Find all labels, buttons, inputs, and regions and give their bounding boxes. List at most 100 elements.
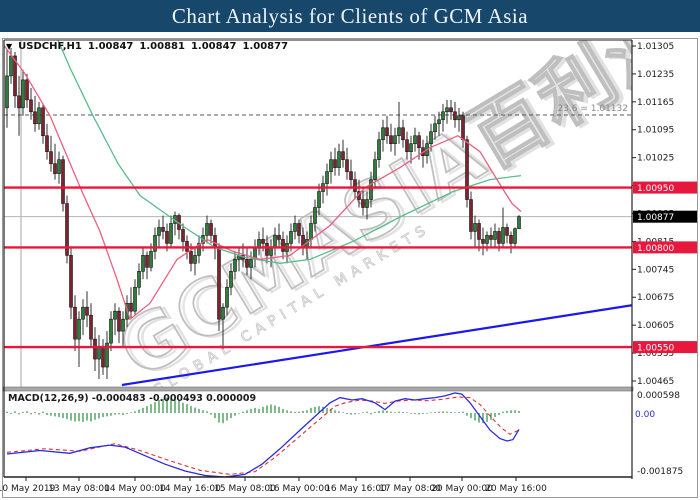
candle-bullish[interactable] [273,235,277,248]
candle-bearish[interactable] [449,107,453,113]
candle-bearish[interactable] [261,239,265,244]
candle-bullish[interactable] [193,255,197,264]
candle-bullish[interactable] [381,127,385,141]
candle-bearish[interactable] [281,239,285,252]
candle-bearish[interactable] [65,203,69,256]
candle-bearish[interactable] [333,159,337,168]
candle-bullish[interactable] [81,306,85,320]
candle-bullish[interactable] [233,259,237,272]
candle-bullish[interactable] [513,228,517,244]
macd-pane-background[interactable] [4,391,632,477]
candle-bullish[interactable] [429,131,433,145]
candle-bearish[interactable] [53,163,57,174]
candle-bullish[interactable] [137,271,141,288]
candle-bullish[interactable] [105,342,109,368]
candle-bullish[interactable] [313,207,317,224]
candle-bullish[interactable] [225,286,229,308]
candle-bearish[interactable] [489,235,493,240]
candle-bullish[interactable] [441,111,445,121]
candle-bullish[interactable] [37,107,41,125]
candle-bearish[interactable] [145,255,149,268]
candle-bullish[interactable] [329,159,333,172]
candle-bearish[interactable] [69,255,73,308]
candle-bullish[interactable] [393,135,397,145]
candle-bearish[interactable] [181,229,185,242]
candle-bullish[interactable] [57,159,61,174]
candle-bullish[interactable] [369,179,373,200]
candle-bearish[interactable] [213,235,217,248]
candle-bullish[interactable] [21,79,25,109]
candle-bearish[interactable] [465,139,469,200]
candle-bearish[interactable] [477,223,481,240]
macd-pane[interactable]: MACD(12,26,9) -0.000483 -0.000493 0.0000… [6,392,520,477]
candle-bullish[interactable] [293,223,297,232]
candle-bullish[interactable] [97,346,101,360]
candle-bullish[interactable] [397,127,401,137]
candle-bullish[interactable] [221,306,225,320]
candle-bearish[interactable] [401,127,405,141]
candle-bearish[interactable] [469,199,473,232]
candle-bearish[interactable] [461,115,465,141]
candle-bullish[interactable] [121,318,125,332]
candle-bullish[interactable] [153,235,157,252]
candle-bullish[interactable] [437,119,441,125]
candle-bearish[interactable] [45,135,49,152]
candle-bullish[interactable] [5,75,9,109]
candle-bearish[interactable] [165,231,169,244]
candle-bullish[interactable] [169,223,173,244]
candle-bearish[interactable] [13,55,17,97]
chevron-down-icon[interactable]: ▼ [6,42,13,51]
candle-bearish[interactable] [117,310,121,332]
candle-bearish[interactable] [265,243,269,256]
candle-bearish[interactable] [405,139,409,152]
candle-bullish[interactable] [77,318,81,340]
candle-bearish[interactable] [417,135,421,148]
candle-bullish[interactable] [413,135,417,145]
candle-bullish[interactable] [289,231,293,244]
candle-bearish[interactable] [25,79,29,101]
candle-bullish[interactable] [325,171,329,184]
candle-bullish[interactable] [457,115,461,121]
candle-bullish[interactable] [493,231,497,240]
candle-bearish[interactable] [161,227,165,232]
candle-bullish[interactable] [337,151,341,168]
candle-bearish[interactable] [297,223,301,236]
candle-bearish[interactable] [49,151,53,164]
candle-bearish[interactable] [189,251,193,264]
candlestick-series[interactable] [5,47,521,379]
candle-bearish[interactable] [385,127,389,137]
main-pane-background[interactable] [4,40,632,387]
candle-bearish[interactable] [341,151,345,160]
fast-ma-line[interactable] [0,40,522,321]
candle-bearish[interactable] [217,247,221,320]
candle-bearish[interactable] [33,111,37,125]
candle-bearish[interactable] [85,306,89,316]
candle-bullish[interactable] [197,243,201,256]
candle-bearish[interactable] [453,111,457,121]
candle-bearish[interactable] [481,239,485,244]
candle-bullish[interactable] [485,235,489,244]
candle-bearish[interactable] [509,235,513,244]
candle-bullish[interactable] [133,286,137,312]
candle-bullish[interactable] [141,255,145,272]
candle-bearish[interactable] [129,302,133,312]
candle-bearish[interactable] [277,235,281,240]
candle-bullish[interactable] [9,55,13,77]
candle-bearish[interactable] [73,306,77,340]
candle-bearish[interactable] [349,171,353,180]
candle-bullish[interactable] [409,143,413,152]
candle-bullish[interactable] [373,159,377,180]
trendline[interactable] [121,304,632,387]
candle-bullish[interactable] [365,199,369,208]
candle-bullish[interactable] [229,271,233,288]
candle-bullish[interactable] [473,223,477,232]
candle-bearish[interactable] [101,346,105,368]
candle-bullish[interactable] [517,216,521,229]
candle-bearish[interactable] [17,95,21,109]
candle-bearish[interactable] [93,338,97,360]
candle-bearish[interactable] [209,223,213,236]
candle-bullish[interactable] [317,191,321,208]
candle-bearish[interactable] [245,259,249,268]
